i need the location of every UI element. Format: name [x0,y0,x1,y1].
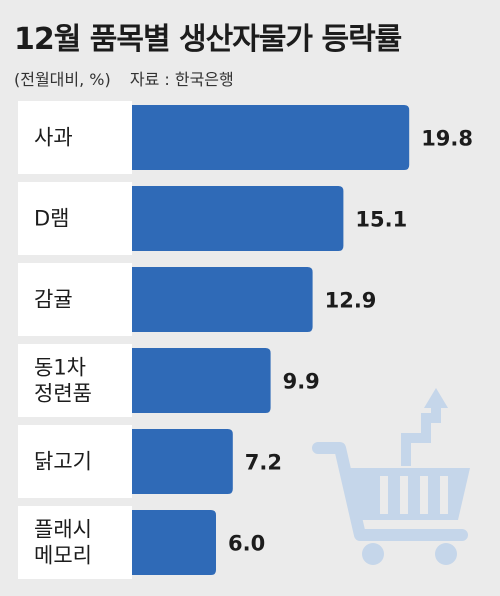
category-label: 감귤 [34,288,73,312]
data-label: 15.1 [355,208,407,232]
data-label: 9.9 [283,370,320,394]
shopping-cart-icon [312,388,470,565]
data-label: 19.8 [421,127,473,151]
bar [132,348,271,413]
category-label-box [18,425,132,498]
category-label: 정련품 [34,382,92,406]
data-label: 7.2 [245,451,282,475]
category-label: 사과 [34,126,73,150]
chart-subtitle: (전월대비, %) 자료 : 한국은행 [14,66,234,90]
category-label-box [18,344,132,417]
category-label: 메모리 [34,544,92,568]
category-label-box [18,263,132,336]
bar [132,186,344,251]
category-label: 동1차 [34,356,86,380]
data-label: 6.0 [228,532,265,556]
bar [132,105,410,170]
category-label: D램 [34,207,70,231]
unit-label: (전월대비, %) [14,70,111,89]
category-label-box [18,101,132,174]
bar [132,267,313,332]
source-label: 자료 : 한국은행 [129,70,234,89]
category-label-box [18,506,132,579]
category-label: 플래시 [34,518,92,542]
category-label: 닭고기 [34,450,92,474]
bar [132,510,216,575]
chart-title: 12월 품목별 생산자물가 등락률 [14,22,402,57]
bar [132,429,233,494]
category-label-box [18,182,132,255]
data-label: 12.9 [325,289,377,313]
